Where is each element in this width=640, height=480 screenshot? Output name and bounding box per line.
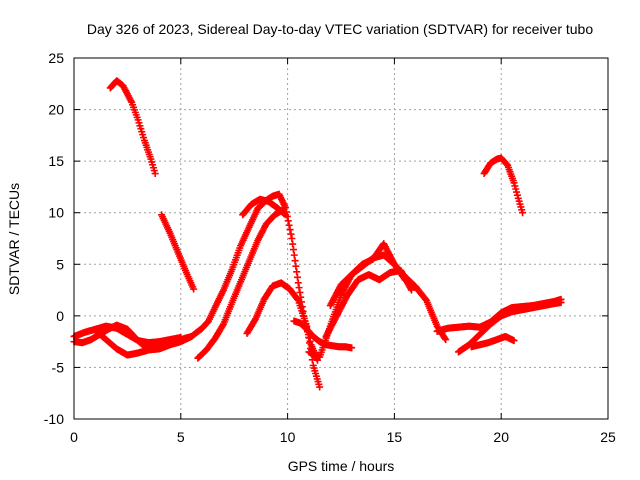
data-point xyxy=(292,262,300,270)
y-tick-label: 5 xyxy=(56,256,64,272)
series-track-n xyxy=(454,298,565,356)
series-track-a xyxy=(106,77,159,178)
y-tick-label: 15 xyxy=(48,153,64,169)
x-tick-label: 0 xyxy=(70,429,78,445)
y-tick-label: 10 xyxy=(48,205,64,221)
series-track-b xyxy=(158,211,198,293)
series-track-i xyxy=(290,317,356,352)
data-point xyxy=(286,226,294,234)
data-point xyxy=(441,334,449,342)
x-tick-label: 15 xyxy=(387,429,403,445)
data-point xyxy=(291,257,299,265)
data-point xyxy=(316,383,324,391)
data-point xyxy=(510,337,518,345)
data-point xyxy=(287,230,295,238)
data-point xyxy=(557,298,565,306)
y-tick-label: -10 xyxy=(44,411,64,427)
data-point xyxy=(442,336,450,344)
y-axis-label: SDTVAR / TECUs xyxy=(6,183,22,295)
y-tick-label: -5 xyxy=(52,359,65,375)
series-track-e xyxy=(91,326,195,359)
data-point xyxy=(293,295,301,303)
x-tick-label: 10 xyxy=(280,429,296,445)
data-point xyxy=(187,332,195,340)
data-point xyxy=(281,211,289,219)
data-point xyxy=(290,251,298,259)
data-point xyxy=(151,170,159,178)
x-tick-label: 20 xyxy=(493,429,509,445)
data-point xyxy=(519,209,527,217)
data-point xyxy=(190,285,198,293)
chart-title: Day 326 of 2023, Sidereal Day-to-day VTE… xyxy=(87,21,594,37)
series-track-p xyxy=(480,154,527,217)
data-point xyxy=(293,273,301,281)
data-point xyxy=(293,268,301,276)
series-track-o xyxy=(467,332,518,351)
x-tick-label: 25 xyxy=(600,429,616,445)
y-tick-label: 25 xyxy=(48,50,64,66)
data-point xyxy=(407,285,415,293)
data-point xyxy=(219,322,227,330)
data-point xyxy=(348,344,356,352)
x-axis-label: GPS time / hours xyxy=(288,458,395,474)
data-point xyxy=(288,235,296,242)
data-point xyxy=(289,246,297,254)
x-tick-label: 5 xyxy=(177,429,185,445)
data-point xyxy=(295,284,303,292)
data-point xyxy=(407,286,415,294)
plot-frame xyxy=(73,57,609,420)
data-point xyxy=(306,339,314,347)
data-layer xyxy=(70,77,565,391)
series-track-f xyxy=(194,206,287,362)
data-point xyxy=(284,217,292,225)
y-tick-label: 0 xyxy=(56,308,64,324)
series-track-g xyxy=(239,195,289,219)
data-point xyxy=(289,240,297,248)
data-point xyxy=(285,221,293,229)
y-tick-label: 20 xyxy=(48,102,64,118)
tick-layer: 0 5 10 15 20 25 -10 -5 0 5 10 15 20 25 xyxy=(44,50,616,445)
data-point xyxy=(412,283,420,291)
grid-layer xyxy=(74,58,608,419)
series-track-l xyxy=(322,266,415,340)
data-point xyxy=(296,288,304,296)
data-point xyxy=(294,279,302,287)
